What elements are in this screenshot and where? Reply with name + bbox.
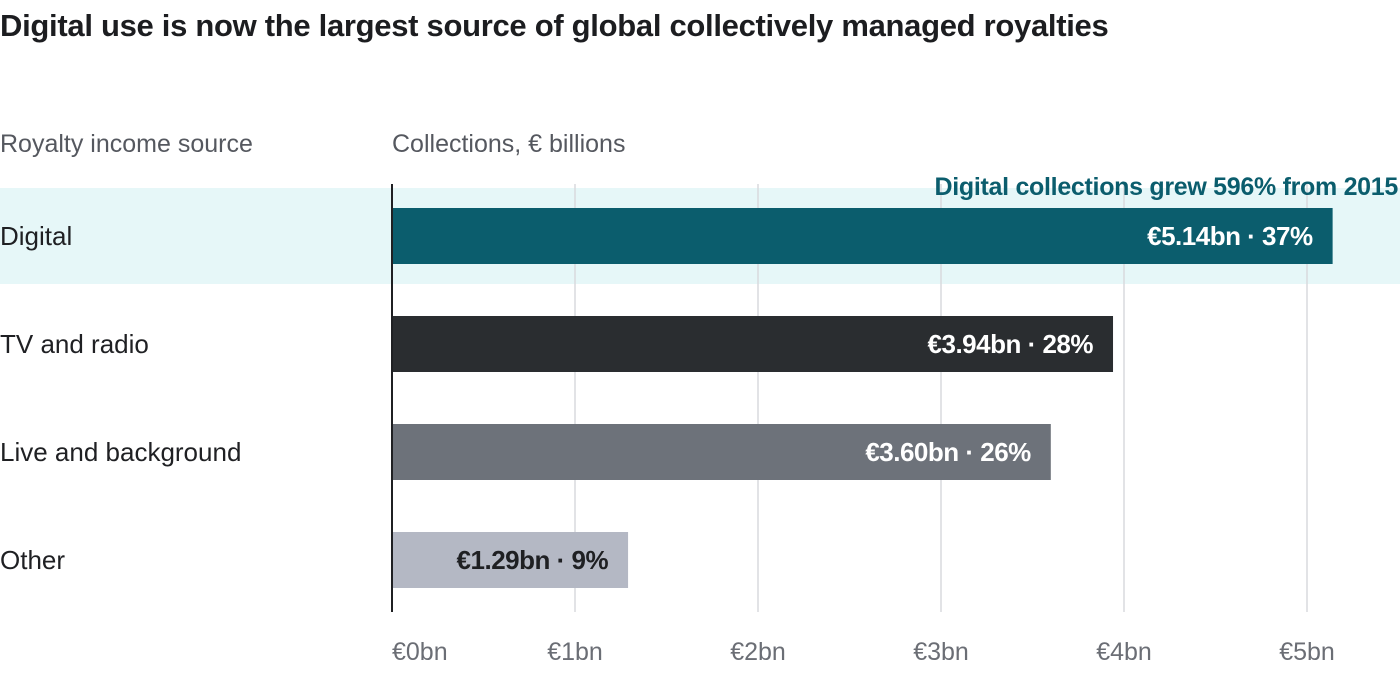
x-tick-label: €5bn	[1279, 638, 1335, 666]
chart-title: Digital use is now the largest source of…	[0, 8, 1109, 43]
value-label: €1.29bn · 9%	[457, 545, 609, 575]
value-label: €3.94bn · 28%	[928, 329, 1094, 359]
bar-digital	[392, 208, 1333, 264]
x-tick-label: €1bn	[547, 638, 603, 666]
bar-tv-and-radio	[392, 316, 1114, 372]
value-label: €5.14bn · 37%	[1147, 221, 1313, 251]
x-tick-label: €0bn	[392, 638, 448, 666]
value-column-header: Collections, € billions	[392, 130, 626, 158]
x-tick-label: €2bn	[730, 638, 786, 666]
bar-live-and-background	[392, 424, 1051, 480]
x-tick-label: €4bn	[1096, 638, 1152, 666]
category-label: Live and background	[0, 437, 241, 467]
category-label: TV and radio	[0, 329, 149, 359]
category-column-header: Royalty income source	[0, 130, 253, 158]
digital-growth-annotation: Digital collections grew 596% from 2015	[935, 173, 1399, 201]
x-tick-label: €3bn	[913, 638, 969, 666]
value-label: €3.60bn · 26%	[865, 437, 1031, 467]
bar-other	[392, 532, 629, 588]
category-label: Other	[0, 545, 65, 575]
category-label: Digital	[0, 221, 72, 251]
